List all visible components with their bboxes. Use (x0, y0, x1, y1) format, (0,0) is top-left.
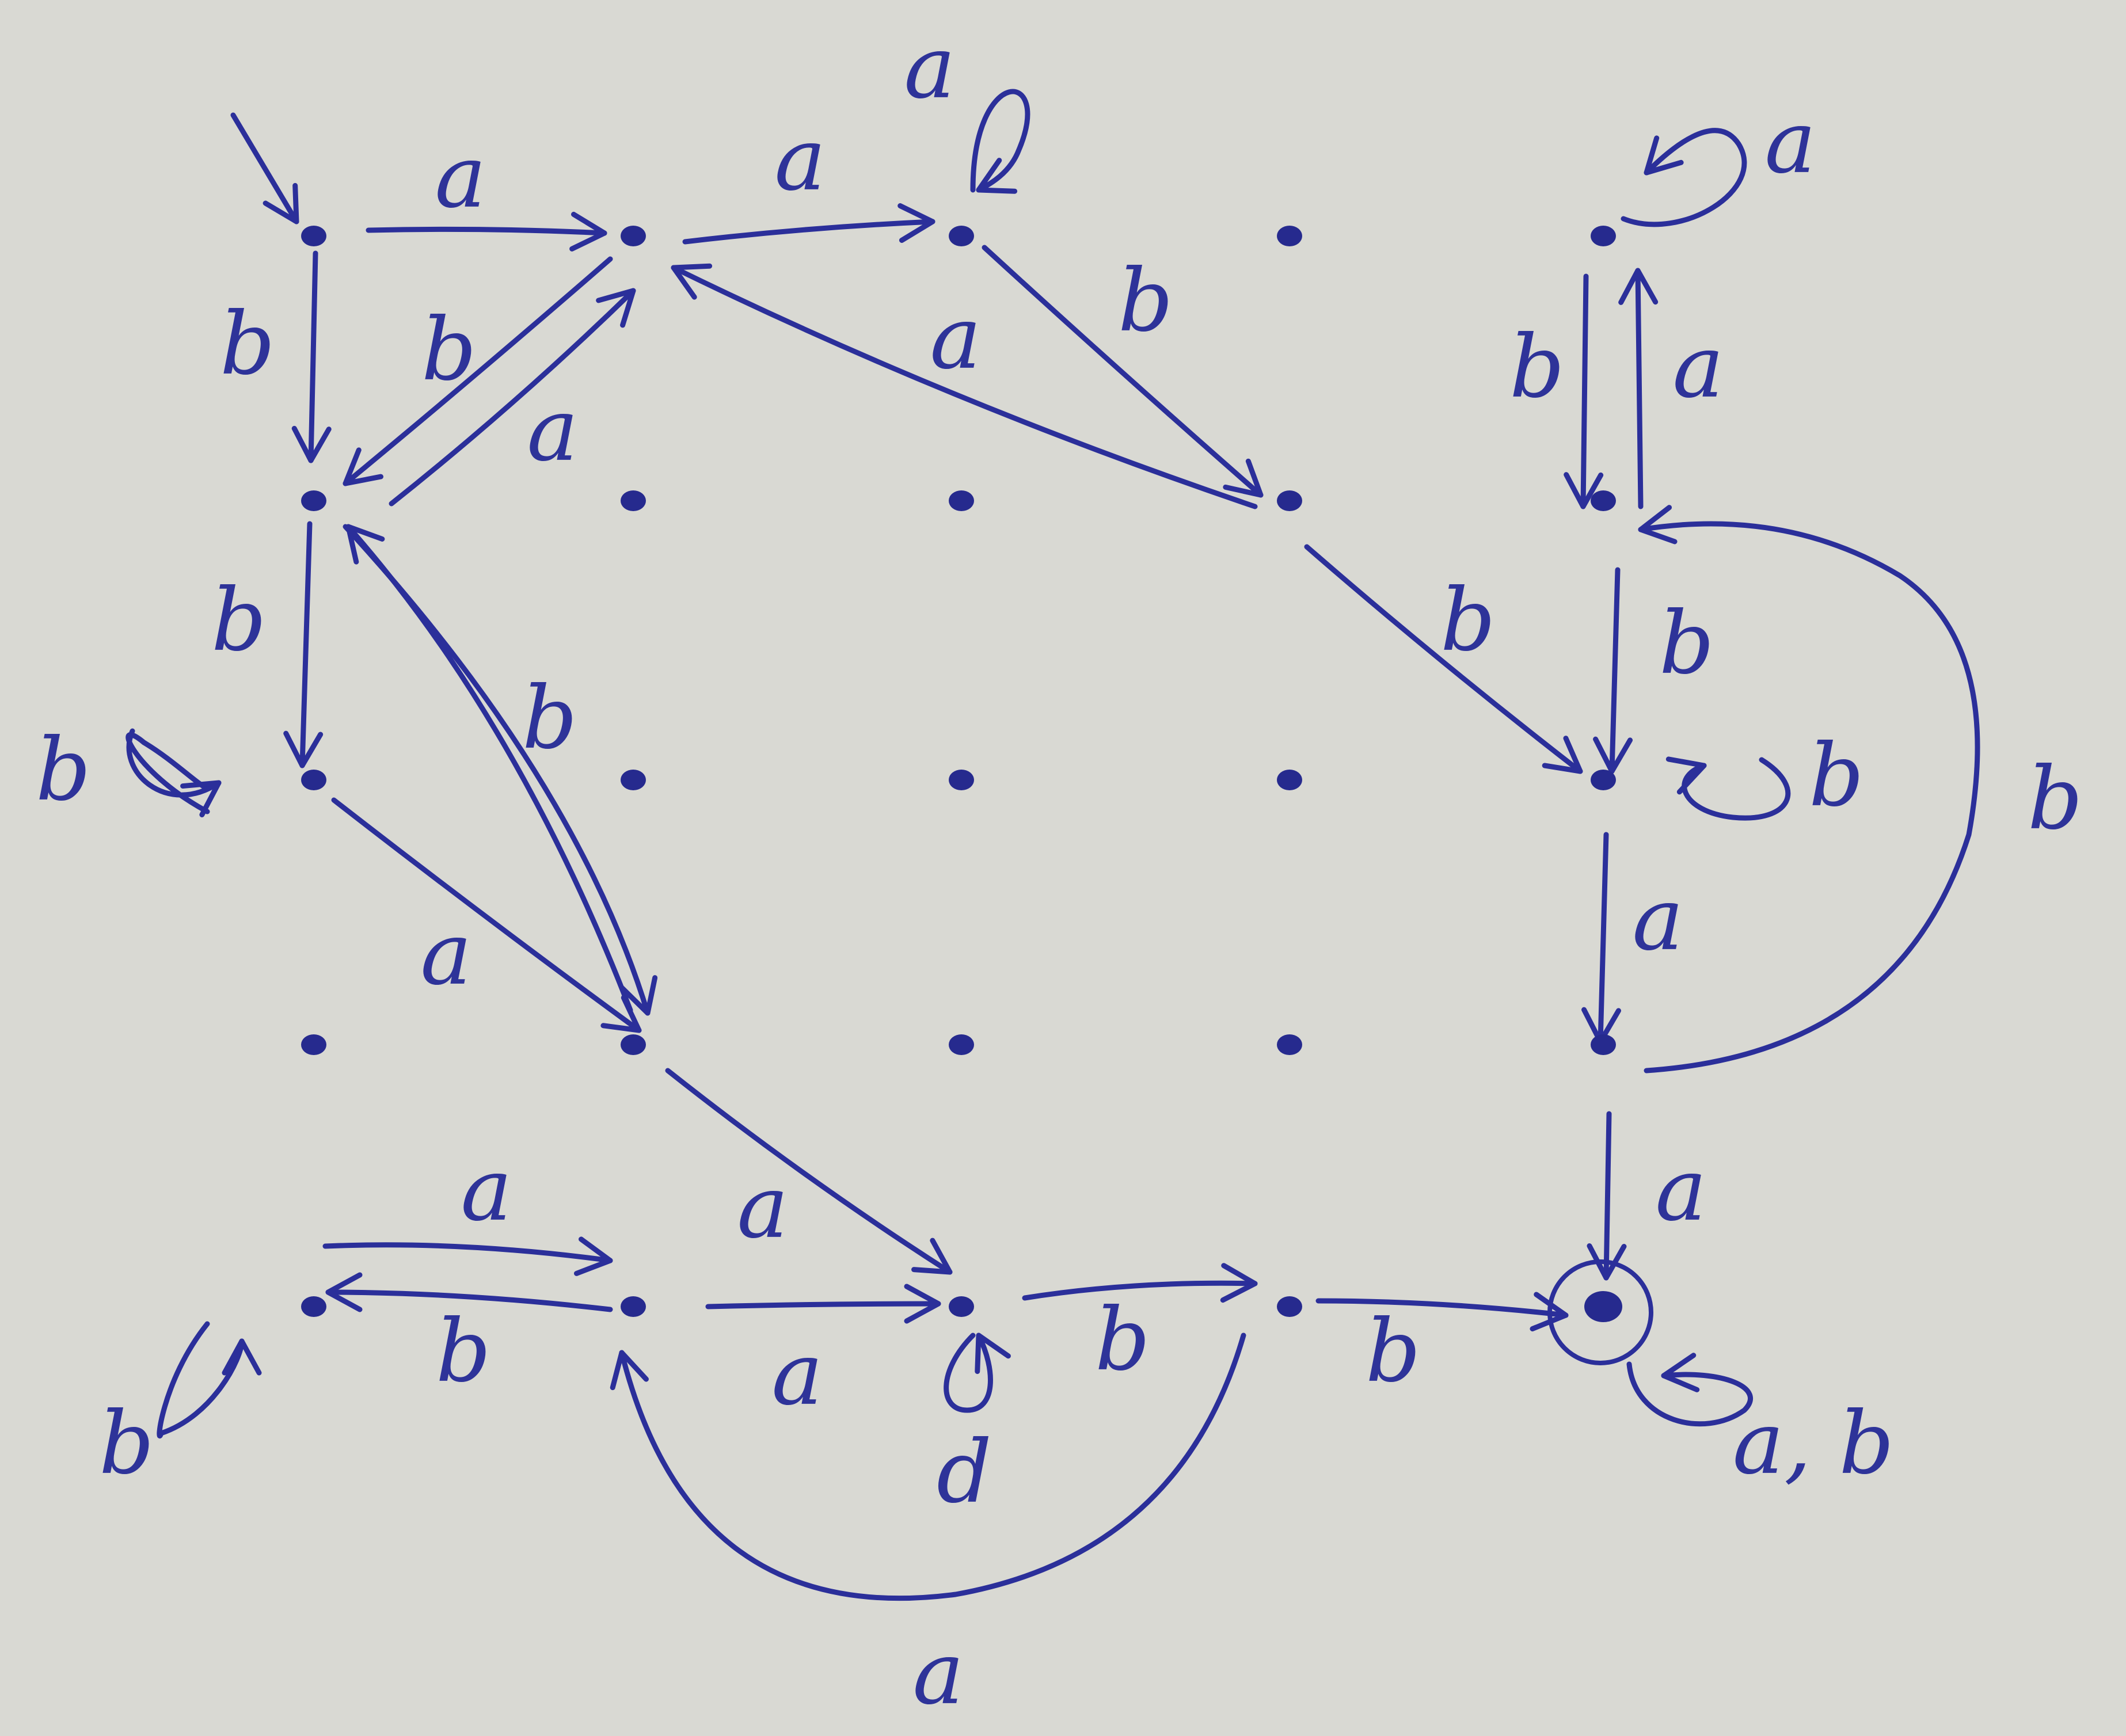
edge-r0c0-r1c0 (291, 250, 332, 463)
state-node-r0c1 (621, 226, 646, 246)
label-a: a (461, 1140, 512, 1240)
label-b: b (99, 1394, 154, 1494)
start-arrow (230, 112, 299, 224)
state-node-r2c2 (949, 770, 974, 790)
edge-r4c2-r4c3 (1022, 1263, 1258, 1303)
label-a: a (737, 1158, 788, 1258)
state-node-r1c4 (1591, 490, 1616, 511)
edge-r4c0-r4c1 (322, 1236, 613, 1276)
edge-r1c4-r2c4 (1593, 567, 1633, 774)
label-a: a (904, 18, 955, 118)
edge-r4c1-r4c2 (705, 1284, 941, 1324)
label-a: a (527, 380, 578, 481)
loop-r4c2 (944, 1333, 1011, 1413)
label-b: b (1118, 251, 1173, 351)
edge-r3c4-r4c4 (1587, 1111, 1627, 1281)
edge-r1c3-r0c1 (671, 263, 1258, 509)
edge-r0c2-r1c3 (982, 245, 1264, 498)
loop-r4c0 (157, 1324, 242, 1439)
edge-r4c3-r4c4 (1315, 1292, 1569, 1332)
state-node-r1c0 (301, 490, 326, 511)
state-node-r1c3 (1277, 490, 1302, 511)
label-a: a (774, 110, 826, 210)
label-b: b (1095, 1290, 1150, 1390)
edge-r2c4-r3c4 (1581, 832, 1622, 1045)
label-a: a (1764, 93, 1816, 193)
state-node-r2c1 (621, 770, 646, 790)
state-node-r4c4 (1584, 1291, 1622, 1322)
label-a: a (1672, 317, 1724, 417)
label-b: b (36, 720, 91, 820)
state-node-r2c3 (1277, 770, 1302, 790)
edge-r4c1-r4c0 (325, 1272, 613, 1312)
label-a: a (420, 904, 471, 1004)
state-node-r3c0 (301, 1034, 326, 1055)
edge-r0c0-r0c1 (366, 211, 607, 252)
edge-r3c4-r1c4 (1638, 505, 1980, 1073)
loop-r4c4 (1626, 1353, 1753, 1427)
edge-r0c1-r1c0 (343, 256, 613, 486)
label-a: a (912, 1624, 964, 1724)
label-a: a (930, 288, 981, 389)
label-b: b (2028, 749, 2083, 849)
state-node-r3c1 (621, 1034, 646, 1055)
edge-r2c0-r3c1 (331, 797, 642, 1033)
state-node-r1c2 (949, 490, 974, 511)
loop-r0c4 (1621, 128, 1747, 227)
label-b: b (1509, 317, 1565, 417)
edge-r3c1-r1c0 (345, 524, 633, 1013)
state-node-r0c0 (301, 226, 326, 246)
edge-r1c0-r0c1 (389, 288, 636, 507)
edge-r4c3-r4c1 (610, 1333, 1246, 1601)
label-d: d (937, 1422, 992, 1522)
edge-r3c1-r4c2 (665, 1068, 953, 1275)
label-b: b (211, 570, 267, 671)
edge-r0c1-r0c2 (682, 203, 935, 245)
label-b: b (421, 300, 477, 400)
label-b: b (1440, 570, 1496, 671)
label-ab: a, b (1733, 1394, 1895, 1494)
final-state-ring (1547, 1259, 1653, 1365)
state-node-r4c3 (1277, 1296, 1302, 1317)
state-node-r0c2 (949, 226, 974, 246)
loop-r2c0 (125, 728, 219, 812)
label-b: b (1809, 726, 1864, 826)
state-nodes (301, 226, 1622, 1322)
label-a: a (1632, 870, 1683, 970)
state-node-r0c3 (1277, 226, 1302, 246)
label-a: a (1655, 1140, 1706, 1240)
state-node-r3c4 (1591, 1034, 1616, 1055)
state-node-r0c4 (1591, 226, 1616, 246)
state-node-r4c1 (621, 1296, 646, 1317)
label-b: b (1659, 593, 1714, 694)
label-b: b (1366, 1301, 1421, 1402)
state-node-r4c0 (301, 1296, 326, 1317)
label-a: a (771, 1324, 823, 1425)
loop-r0c2 (970, 89, 1030, 194)
edge-r1c3-r2c4 (1304, 544, 1583, 774)
loop-r2c4 (1665, 756, 1791, 821)
label-b: b (220, 294, 275, 394)
label-a: a (435, 127, 486, 227)
edge-r1c4-r0c4 (1618, 268, 1659, 509)
edge-r0c4-r1c4 (1564, 273, 1604, 509)
state-node-r3c3 (1277, 1034, 1302, 1055)
state-node-r3c2 (949, 1034, 974, 1055)
state-node-r2c0 (301, 770, 326, 790)
state-node-r2c4 (1591, 770, 1616, 790)
state-node-r1c1 (621, 490, 646, 511)
label-b: b (522, 668, 577, 768)
state-node-r4c2 (949, 1296, 974, 1317)
label-b: b (436, 1301, 491, 1402)
edge-r1c0-r2c0 (283, 521, 324, 768)
